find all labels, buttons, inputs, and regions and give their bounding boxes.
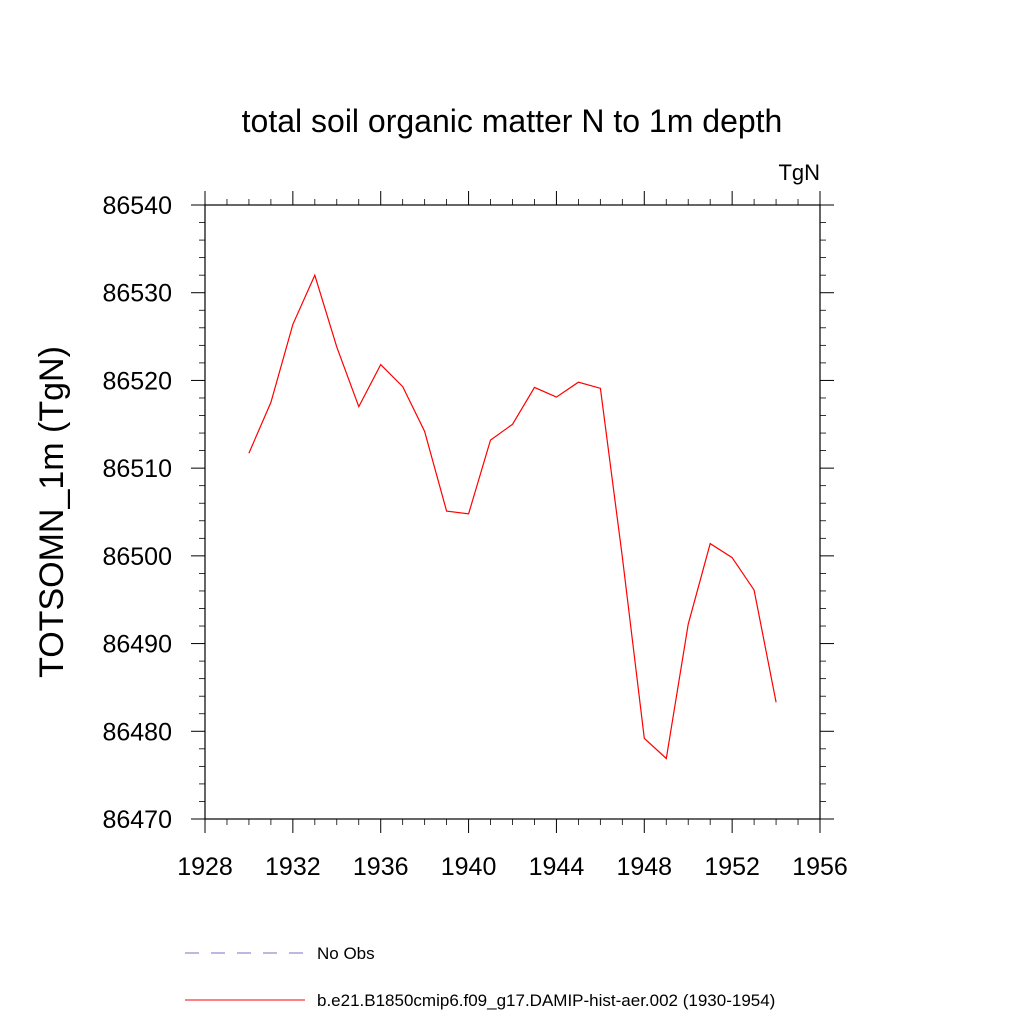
- y-tick-label: 86490: [102, 631, 172, 659]
- legend-label-no-obs: No Obs: [317, 944, 375, 963]
- axis-ticks: [191, 191, 834, 833]
- y-axis-label: TOTSOMN_1m (TgN): [33, 346, 71, 678]
- x-tick-label: 1956: [792, 853, 848, 881]
- x-tick-label: 1952: [704, 853, 760, 881]
- y-tick-label: 86530: [102, 280, 172, 308]
- y-tick-label: 86510: [102, 455, 172, 483]
- y-tick-label: 86480: [102, 718, 172, 746]
- x-tick-label: 1932: [265, 853, 321, 881]
- y-tick-label: 86520: [102, 367, 172, 395]
- x-tick-label: 1940: [441, 853, 497, 881]
- y-tick-label: 86500: [102, 543, 172, 571]
- series-line-0: [248, 273, 777, 760]
- x-tick-label: 1936: [353, 853, 409, 881]
- x-tick-label: 1928: [177, 853, 233, 881]
- y-tick-label: 86470: [102, 806, 172, 834]
- chart-title: total soil organic matter N to 1m depth: [242, 103, 783, 139]
- tick-labels: 1928 1932 1936 1940 1944 1948 1952 1956 86470 864…: [102, 192, 847, 881]
- legend-label-model-run: b.e21.B1850cmip6.f09_g17.DAMIP-hist-aer.…: [317, 991, 775, 1010]
- x-tick-label: 1948: [616, 853, 672, 881]
- x-tick-label: 1944: [529, 853, 585, 881]
- plot-frame: [204, 204, 821, 820]
- series-group: [248, 273, 777, 760]
- y-tick-label: 86540: [102, 192, 172, 220]
- legend: No Obs b.e21.B1850cmip6.f09_g17.DAMIP-hi…: [185, 944, 775, 1010]
- units-label: TgN: [778, 160, 820, 185]
